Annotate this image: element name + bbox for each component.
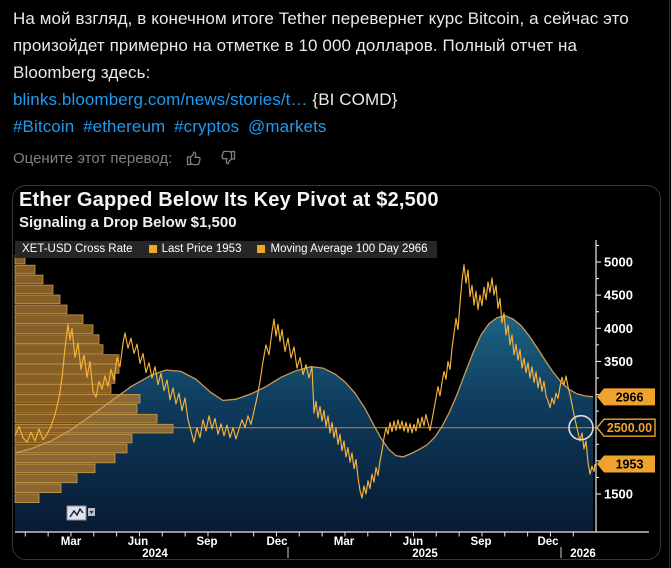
svg-text:2025: 2025 [412, 548, 438, 559]
legend-item: Last Price 1953 [148, 243, 241, 255]
legend-item: Moving Average 100 Day 2966 [257, 243, 428, 255]
volume-profile [14, 254, 174, 503]
axis-badges: 2966 2500.00 1953 [596, 388, 656, 473]
x-axis: Mar Jun Sep Dec Mar Jun Sep Dec 2024 2025 2026 [15, 531, 649, 559]
circle-annotation [568, 414, 594, 441]
svg-text:2026: 2026 [570, 548, 596, 559]
chart-legend: XET-USD Cross Rate Last Price 1953 Moving … [15, 241, 437, 258]
bloomberg-chart: Mar Jun Sep Dec Mar Jun Sep Dec 2024 2025 2026 5000… [14, 240, 656, 559]
moving-average-area [15, 315, 593, 532]
tweet-media-chart[interactable]: Mar Jun Sep Dec Mar Jun Sep Dec 2024 2025 2026 5000… [12, 185, 661, 560]
svg-text:Mar: Mar [61, 536, 82, 548]
translate-label: Оцените этот перевод: [13, 149, 173, 167]
bloomberg-link[interactable]: blinks.bloomberg.com/news/stories/t… [13, 90, 308, 109]
price-line [14, 264, 596, 499]
svg-text:Mar: Mar [334, 536, 355, 548]
hashtag-row: #Bitcoin #ethereum #cryptos @markets [13, 113, 661, 140]
tweet-body: На мой взгляд, в конечном итоге Tether п… [13, 5, 661, 140]
y-axis: 5000 4500 4000 3500 1500 [595, 240, 633, 532]
hashtag-link[interactable]: #cryptos [174, 117, 240, 136]
legend-swatch-icon [148, 245, 157, 253]
svg-text:4500: 4500 [604, 288, 633, 303]
moving-average-line [14, 315, 594, 458]
legend-item: XET-USD Cross Rate [22, 243, 133, 255]
svg-text:Dec: Dec [537, 536, 559, 548]
svg-text:4000: 4000 [604, 321, 633, 336]
column-divider [669, 0, 670, 568]
svg-text:2966: 2966 [616, 390, 644, 404]
svg-text:Dec: Dec [266, 536, 288, 548]
svg-text:2500.00: 2500.00 [607, 421, 652, 435]
svg-text:Jun: Jun [128, 536, 148, 548]
svg-text:2024: 2024 [142, 548, 168, 559]
thumbs-down-icon[interactable] [218, 149, 236, 167]
svg-text:1953: 1953 [616, 457, 644, 471]
tweet-text: На мой взгляд, в конечном итоге Tether п… [13, 9, 629, 82]
hashtag-link[interactable]: #Bitcoin [13, 117, 75, 136]
hashtag-link[interactable]: @markets [248, 117, 327, 136]
svg-text:1500: 1500 [604, 487, 633, 502]
svg-text:Sep: Sep [196, 536, 217, 548]
translate-row: Оцените этот перевод: [13, 149, 236, 167]
ticker-tag: {BI COMD} [307, 90, 398, 109]
svg-text:5000: 5000 [604, 255, 633, 270]
thumbs-up-icon[interactable] [186, 149, 204, 167]
chart-subtitle: Signaling a Drop Below $1,500 [19, 214, 237, 231]
legend-swatch-icon [257, 245, 266, 253]
chart-title: Ether Gapped Below Its Key Pivot at $2,5… [19, 189, 439, 211]
svg-text:Jun: Jun [403, 536, 423, 548]
hashtag-link[interactable]: #ethereum [83, 117, 166, 136]
chart-tool-icon [66, 505, 95, 521]
svg-text:3500: 3500 [604, 354, 633, 369]
svg-text:Sep: Sep [470, 536, 491, 548]
